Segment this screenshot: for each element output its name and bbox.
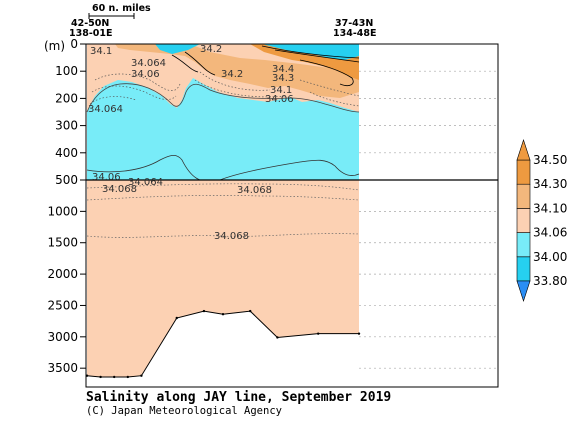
y-tick-label: 3000 [47, 330, 78, 344]
bottom-station-marker [113, 375, 116, 379]
colorbar-tick-label: 34.00 [533, 250, 567, 264]
contour-label: 34.064 [128, 177, 163, 188]
y-tick-label: 100 [55, 64, 78, 78]
contour-label: 34.06 [131, 69, 160, 80]
bottom-station-markers [85, 309, 361, 379]
upper-fresh-surface-water [155, 44, 359, 60]
left-station-lon: 138-01E [69, 28, 112, 39]
colorbar-tick-label: 34.10 [533, 201, 567, 215]
contour-label: 34.064 [88, 104, 123, 115]
upper-panel [85, 43, 499, 183]
bottom-station-marker [175, 316, 178, 320]
colorbar-segment [516, 256, 531, 282]
colorbar-tick-label: 34.50 [533, 153, 567, 167]
colorbar-tick-label: 33.80 [533, 274, 567, 288]
y-tick-label: 300 [55, 119, 78, 133]
contour-label: 34.064 [131, 58, 166, 69]
colorbar-tick-label: 34.30 [533, 177, 567, 191]
depth-gridlines [359, 70, 498, 369]
upper-dense-contours [171, 45, 360, 86]
left-station-lat: 42-50N [71, 18, 109, 29]
scale-bar-label: 60 n. miles [92, 3, 151, 14]
contour-labels: 34.1 34.064 34.06 34.2 34.2 34.4 34.3 34… [88, 44, 294, 242]
colorbar-extend-min-arrow [516, 280, 531, 302]
lower-water-region [87, 180, 359, 377]
colorbar-tick-label: 34.06 [533, 226, 567, 240]
y-tick-label: 1500 [47, 236, 78, 250]
bottom-station-marker [202, 309, 206, 313]
contour-label: 34.068 [237, 185, 272, 196]
bottom-station-marker [221, 313, 225, 316]
y-axis-unit-label: (m) [44, 39, 65, 53]
contour-label: 34.4 [272, 64, 294, 75]
copyright-credit: (C) Japan Meteorological Agency [86, 405, 282, 417]
y-tick-label: 3500 [47, 361, 78, 375]
y-tick-label: 0 [70, 37, 78, 51]
right-station-lat: 37-43N [335, 18, 373, 29]
contour-label: 34.06 [265, 94, 294, 105]
lower-panel [85, 179, 499, 388]
colorbar: 33.80 34.00 34.06 34.10 34.30 34.50 [516, 139, 567, 302]
colorbar-segment [516, 208, 531, 233]
colorbar-segment [516, 183, 531, 209]
bottom-station-marker [317, 332, 320, 335]
y-tick-label: 1000 [47, 204, 78, 218]
contour-label: 34.1 [270, 85, 292, 96]
bottom-station-marker [140, 374, 143, 377]
colorbar-segment [516, 232, 531, 258]
bottom-topography-line [86, 310, 359, 378]
y-tick-label: 400 [55, 146, 78, 160]
y-axis: 0 100 200 300 400 500 1000 1500 2000 2500 3000 3500 [47, 37, 87, 387]
lower-dotted-contours [86, 183, 360, 238]
bottom-station-marker [249, 309, 252, 313]
contour-label: 34.3 [272, 73, 294, 84]
contour-label: 34.06 [92, 172, 121, 183]
contour-label: 34.2 [200, 44, 222, 55]
contour-label: 34.2 [221, 69, 243, 80]
station-header: 42-50N 138-01E 37-43N 134-48E 60 n. mile… [69, 3, 376, 39]
y-tick-label: 200 [55, 91, 78, 105]
contour-label: 34.068 [102, 184, 137, 195]
y-tick-label: 2500 [47, 298, 78, 312]
bottom-station-marker [126, 375, 129, 379]
upper-dotted-contours [89, 71, 360, 107]
contour-label: 34.068 [214, 231, 249, 242]
bottom-station-marker [99, 375, 102, 379]
upper-ridge-contours [86, 83, 360, 113]
contour-label: 34.1 [90, 46, 112, 57]
right-station-lon: 134-48E [333, 28, 376, 39]
y-tick-label: 2000 [47, 267, 78, 281]
upper-high-salinity-region [115, 44, 359, 98]
chart-title: Salinity along JAY line, September 2019 [86, 390, 391, 405]
bottom-station-marker [357, 332, 361, 335]
colorbar-extend-max-arrow [516, 139, 531, 161]
y-tick-label: 500 [55, 173, 78, 187]
colorbar-segment [516, 159, 531, 185]
bottom-station-marker [276, 336, 279, 339]
